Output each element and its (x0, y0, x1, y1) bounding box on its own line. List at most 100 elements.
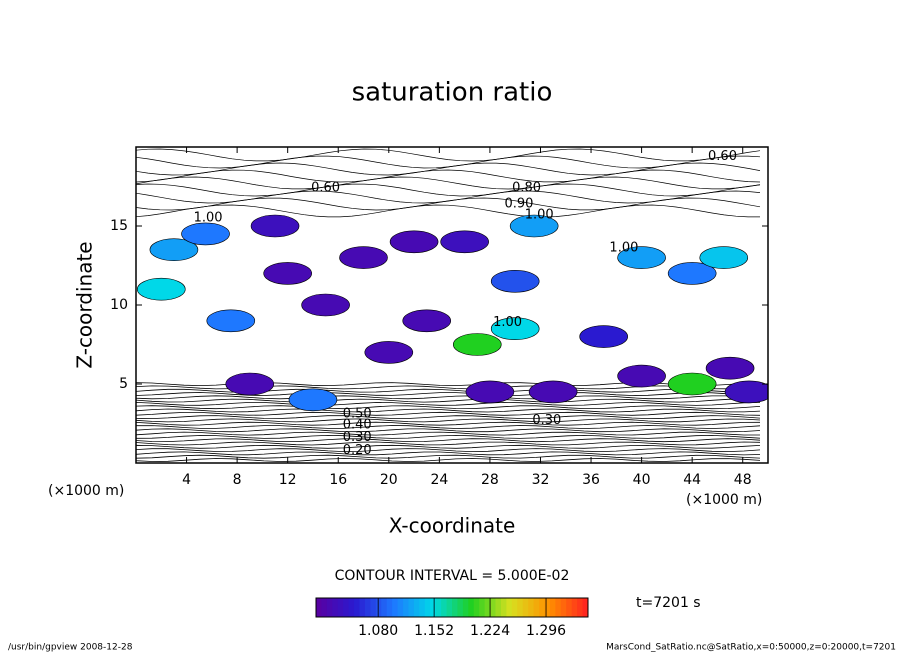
colorbar-cell (462, 598, 469, 617)
x-tick-label: 12 (279, 472, 297, 488)
contour-line (136, 148, 761, 162)
contour-line (136, 395, 761, 400)
colorbar-cell (337, 598, 344, 617)
x-tick-label: 36 (582, 472, 600, 488)
contour-line (136, 418, 761, 423)
shaded-region (181, 222, 230, 246)
contour-label: 0.40 (343, 418, 372, 433)
footer-left: /usr/bin/gpview 2008-12-28 (8, 643, 133, 653)
colorbar-cell (326, 598, 333, 617)
colorbar-cell (316, 598, 322, 617)
contour-line (136, 183, 761, 197)
shaded-region (667, 262, 717, 285)
shaded-region (389, 230, 439, 254)
contour-label: 1.00 (194, 211, 223, 226)
colorbar-cell (424, 598, 431, 617)
colorbar-cell (430, 598, 437, 617)
colorbar-cell (479, 598, 486, 617)
contour-label: 0.60 (311, 181, 340, 196)
x-tick-label: 48 (734, 472, 752, 488)
colorbar-cell (549, 598, 556, 617)
colorbar-cell (517, 598, 524, 617)
chart-title: saturation ratio (352, 78, 553, 108)
colorbar-cell (354, 598, 361, 617)
x-axis-label: X-coordinate (389, 514, 516, 538)
shaded-region (206, 309, 256, 333)
x-tick-label: 16 (329, 472, 347, 488)
colorbar-cell (473, 598, 480, 617)
time-label: t=7201 s (636, 595, 701, 611)
colorbar-cell (539, 598, 545, 617)
colorbar-cell (359, 598, 366, 617)
x-unit: (×1000 m) (686, 492, 762, 508)
shaded-region (617, 246, 666, 269)
colorbar-cell (533, 598, 540, 617)
colorbar-cell (511, 598, 518, 617)
shaded-region (667, 372, 717, 396)
shaded-region (528, 380, 578, 404)
contour-label: 0.60 (708, 149, 737, 164)
colorbar-cell (343, 598, 350, 617)
colorbar-cell (413, 598, 420, 617)
colorbar-cell (419, 598, 426, 617)
contour-line (136, 428, 761, 433)
contour-line (136, 444, 761, 449)
colorbar-cell (408, 598, 415, 617)
colorbar-tick-label: 1.152 (414, 623, 454, 639)
colorbar-cell (441, 598, 448, 617)
contour-line (136, 155, 761, 169)
contour-line (136, 441, 761, 446)
colorbar-cell (397, 598, 404, 617)
y-axis-label: Z-coordinate (73, 241, 97, 368)
shaded-region (263, 262, 312, 285)
colorbar-cell (403, 598, 409, 617)
contour-label: 1.00 (609, 241, 638, 256)
contour-label: 0.90 (505, 196, 534, 211)
x-tick-label: 24 (430, 472, 448, 488)
colorbar-cell (392, 598, 399, 617)
shaded-region (225, 372, 275, 396)
contour-line (136, 421, 761, 426)
contour-line (136, 388, 761, 393)
contour-line (136, 405, 761, 410)
contour-line (136, 398, 761, 403)
colorbar-cell (457, 598, 464, 617)
colorbar-cell (500, 598, 507, 617)
colorbar-cell (490, 598, 497, 617)
contour-label: 0.20 (343, 443, 372, 458)
y-tick-label: 15 (110, 218, 128, 234)
colorbar-cell (468, 598, 475, 617)
colorbar-cell (484, 598, 491, 617)
colorbar-cell (544, 598, 551, 617)
x-tick-label: 44 (683, 472, 701, 488)
colorbar-cell (321, 598, 328, 617)
shaded-region (301, 293, 350, 317)
contour-label: 1.00 (525, 207, 554, 222)
x-tick-label: 40 (633, 472, 651, 488)
shaded-region (440, 230, 489, 254)
contour-label: 0.80 (512, 181, 541, 196)
footer-right: MarsCond_SatRatio.nc@SatRatio,x=0:50000,… (606, 643, 896, 653)
contour-line (136, 448, 761, 453)
x-tick-label: 8 (233, 472, 242, 488)
shaded-region (724, 380, 768, 404)
colorbar-cell (582, 598, 589, 617)
colorbar-cell (364, 598, 371, 617)
colorbar-cell (370, 598, 377, 617)
y-unit: (×1000 m) (48, 483, 124, 499)
contour-line (136, 458, 761, 462)
shaded-region (509, 214, 559, 238)
shaded-region (617, 364, 666, 388)
colorbar-cell (528, 598, 535, 617)
colorbar-cell (577, 598, 584, 617)
colorbar-cell (375, 598, 382, 617)
shaded-region (250, 214, 300, 238)
colorbar-cell (381, 598, 388, 617)
contour-line (136, 197, 761, 211)
x-tick-label: 32 (532, 472, 550, 488)
shaded-region (579, 325, 628, 348)
contour-line (136, 454, 761, 459)
colorbar-cell (386, 598, 393, 617)
shaded-region (452, 333, 502, 356)
